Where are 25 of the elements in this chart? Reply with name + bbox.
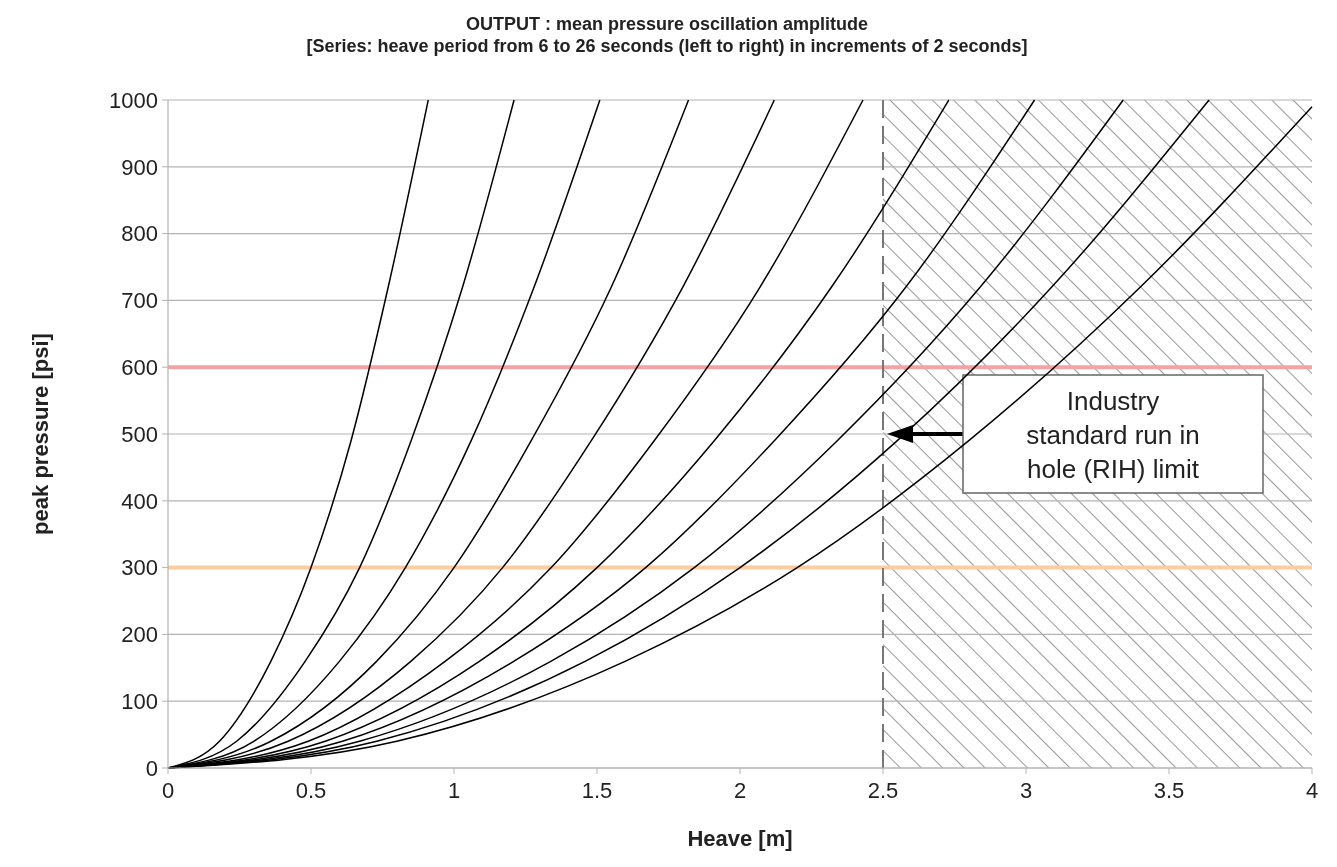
x-tick-label: 2: [733, 778, 747, 803]
y-tick-label: 1000: [109, 87, 158, 113]
x-tick-label: 0: [161, 778, 175, 803]
y-tick-label: 900: [121, 154, 158, 180]
y-tick-label: 300: [121, 555, 158, 581]
x-tick-label: 1: [447, 778, 461, 803]
x-tick-label: 3: [1019, 778, 1033, 803]
y-tick-label: 0: [145, 755, 158, 781]
y-tick-label: 400: [121, 488, 158, 514]
chart-subtitle: [Series: heave period from 6 to 26 seconds (left to right) in increments of 2 seconds]: [306, 36, 1028, 56]
y-tick-label: 800: [121, 221, 158, 247]
x-axis-title: Heave [m]: [687, 826, 793, 851]
y-tick-label: 600: [121, 354, 158, 380]
x-tick-label: 3.5: [1153, 778, 1185, 803]
annotation: Industry standard run in hole (RIH) limit: [1026, 386, 1200, 484]
y-tick-label: 100: [121, 688, 158, 714]
y-tick-label: 700: [121, 288, 158, 314]
y-tick-label: 200: [121, 622, 158, 648]
y-tick-label: 500: [121, 421, 158, 447]
x-tick-label: 4: [1305, 778, 1319, 803]
y-axis-title: peak pressure [psi]: [28, 333, 53, 535]
x-tick-label: 0.5: [295, 778, 327, 803]
chart-title: OUTPUT : mean pressure oscillation amplitude: [465, 14, 869, 34]
x-tick-label: 2.5: [867, 778, 899, 803]
x-tick-label: 1.5: [581, 778, 613, 803]
